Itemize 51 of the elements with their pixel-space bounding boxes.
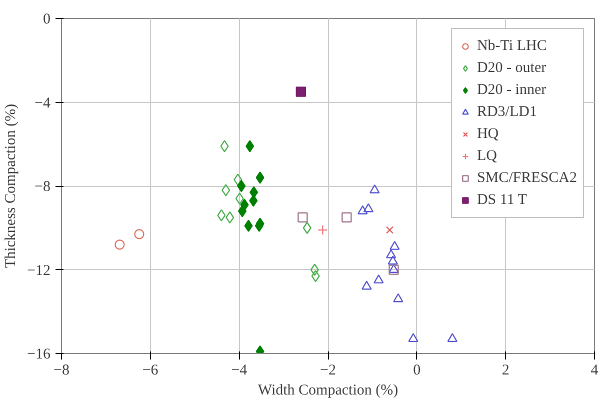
y-tick-label: 0 — [43, 12, 50, 28]
point — [362, 280, 372, 290]
y-tick-label: −8 — [34, 179, 51, 195]
legend-label: D20 - outer — [476, 58, 546, 78]
point — [408, 333, 418, 342]
legend-label: DS 11 T — [476, 190, 527, 210]
point — [370, 184, 380, 194]
point — [390, 240, 400, 250]
point — [358, 205, 368, 214]
point — [249, 194, 258, 207]
point — [393, 293, 404, 302]
legend-label: SMC/FRESCA2 — [476, 168, 577, 188]
point — [374, 274, 384, 284]
x-tick-label: 0 — [413, 362, 421, 378]
point — [386, 249, 396, 258]
x-tick-label: −6 — [142, 362, 159, 378]
point — [386, 226, 394, 234]
y-tick-label: −4 — [34, 95, 51, 112]
point — [222, 184, 230, 196]
point — [447, 333, 458, 342]
point — [363, 203, 374, 212]
x-axis-title: Width Compaction (%) — [258, 382, 398, 398]
legend-label: D20 - inner — [476, 80, 546, 100]
x-tick-label: −4 — [231, 362, 248, 378]
point — [217, 209, 226, 222]
point — [342, 212, 352, 223]
legend-label: HQ — [476, 124, 499, 144]
point — [296, 86, 306, 97]
x-tick-label: −2 — [320, 362, 336, 378]
legend-label: RD3/LD1 — [476, 102, 537, 122]
point — [318, 224, 328, 236]
legend-label: LQ — [476, 146, 497, 166]
point — [298, 212, 308, 223]
point — [256, 172, 264, 184]
x-tick-label: −8 — [54, 362, 70, 378]
point — [134, 229, 144, 240]
x-tick-label: 2 — [502, 362, 510, 378]
point — [302, 222, 312, 234]
point — [220, 140, 229, 152]
point — [234, 174, 242, 186]
point — [388, 256, 398, 265]
x-tick-label: 4 — [590, 362, 599, 378]
y-tick-label: −16 — [27, 346, 51, 362]
point — [246, 140, 254, 152]
legend-label: Nb-Ti LHC — [476, 36, 547, 56]
point — [310, 264, 319, 276]
point — [238, 205, 247, 218]
point — [244, 220, 253, 232]
y-axis-title: Thickness Compaction (%) — [3, 104, 20, 268]
point — [114, 240, 125, 250]
y-tick-label: −12 — [27, 262, 51, 279]
